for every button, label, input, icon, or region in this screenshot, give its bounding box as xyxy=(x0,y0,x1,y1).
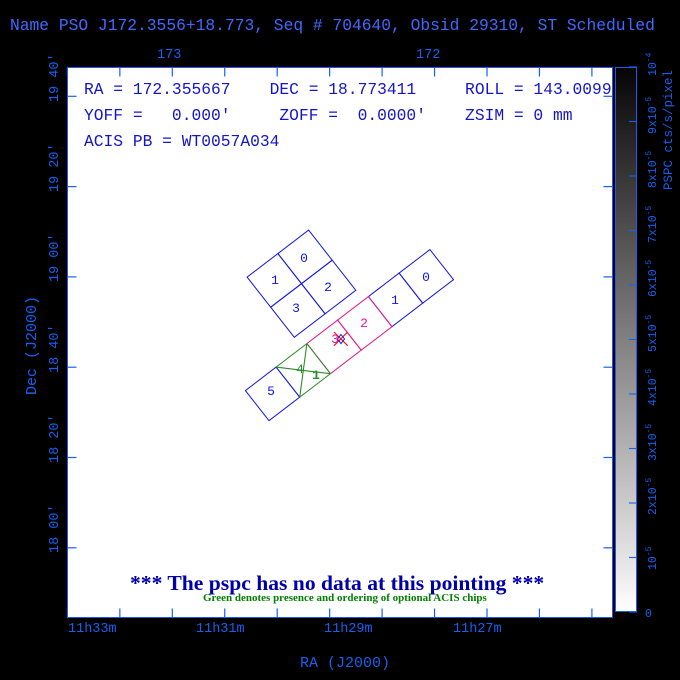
svg-text:2: 2 xyxy=(324,280,332,295)
svg-text:3: 3 xyxy=(292,301,300,316)
svg-text:2: 2 xyxy=(360,316,368,331)
svg-text:5: 5 xyxy=(267,384,275,399)
svg-text:1: 1 xyxy=(312,368,320,383)
svg-text:3: 3 xyxy=(331,332,339,347)
svg-text:1: 1 xyxy=(391,293,399,308)
svg-text:1: 1 xyxy=(271,273,279,288)
svg-text:0: 0 xyxy=(422,270,430,285)
svg-text:0: 0 xyxy=(300,251,308,266)
svg-text:4: 4 xyxy=(296,362,304,377)
